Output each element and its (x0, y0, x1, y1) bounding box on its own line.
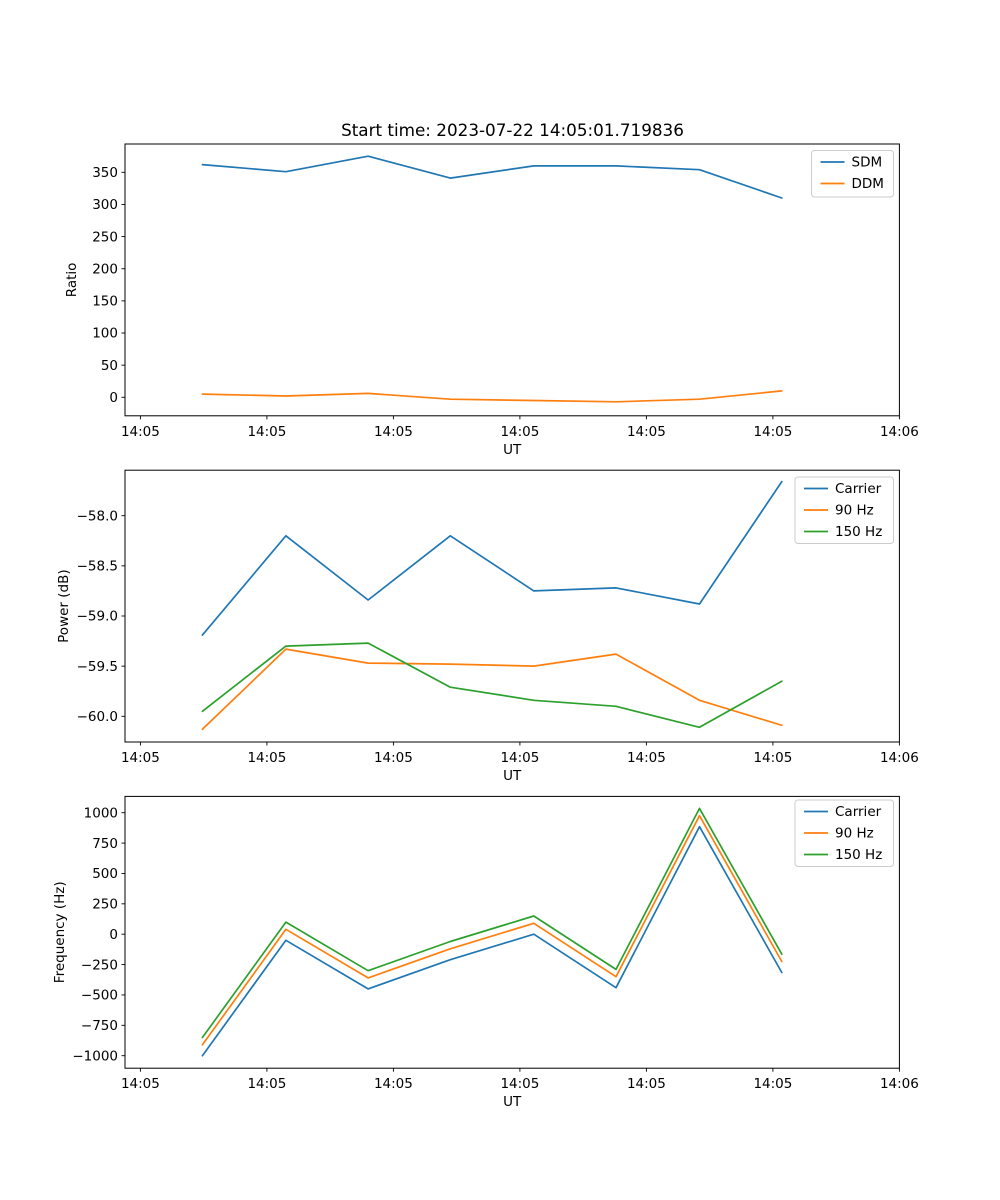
power-yaxis-label: Power (dB) (56, 569, 72, 642)
power-xaxis-label: UT (503, 768, 522, 784)
90-hz-frequency-line (201, 814, 783, 1046)
x-tick-label: 14:05 (374, 750, 413, 766)
frequency-xaxis-label: UT (503, 1094, 522, 1110)
y-tick-label: 0 (109, 927, 118, 943)
150-hz-power-line (201, 642, 783, 729)
legend-label: 150 Hz (835, 847, 882, 863)
x-tick-label: 14:05 (500, 1076, 539, 1092)
y-tick-label: −750 (81, 1018, 118, 1034)
power-legend-box (794, 476, 894, 544)
legend-label: SDM (852, 155, 883, 171)
y-tick-label: 300 (92, 197, 118, 213)
150-hz-frequency-line (201, 807, 783, 1039)
y-tick-label: −60.0 (77, 709, 118, 725)
x-tick-label: 14:05 (627, 750, 666, 766)
ratio-yaxis-label: Ratio (64, 263, 80, 298)
y-tick-label: −500 (81, 988, 118, 1004)
x-tick-label: 14:06 (880, 750, 919, 766)
x-tick-label: 14:06 (880, 1076, 919, 1092)
x-tick-label: 14:05 (374, 1076, 413, 1092)
frequency-subplot: 14:05 14:05 14:05 14:05 14:05 14:05 14:06 1000 7… (52, 795, 919, 1110)
y-tick-label: 500 (92, 866, 118, 882)
frequency-legend-box (794, 799, 894, 867)
x-tick-label: 14:05 (374, 424, 413, 440)
y-tick-label: −1000 (72, 1048, 118, 1064)
ratio-axes-frame (124, 143, 900, 417)
carrier-power-line (201, 480, 783, 636)
x-tick-label: 14:05 (753, 750, 792, 766)
ratio-xaxis-label: UT (503, 442, 522, 458)
frequency-yaxis-label: Frequency (Hz) (52, 881, 68, 983)
x-tick-label: 14:05 (121, 1076, 160, 1092)
x-tick-label: 14:05 (627, 1076, 666, 1092)
x-tick-label: 14:05 (627, 424, 666, 440)
legend-label: Carrier (835, 804, 882, 820)
y-tick-label: −250 (81, 957, 118, 973)
y-tick-label: −58.0 (77, 508, 118, 524)
legend-label: Carrier (835, 481, 882, 497)
y-tick-label: 350 (92, 165, 118, 181)
y-tick-label: −59.0 (77, 609, 118, 625)
sdm-ratio-line (201, 155, 783, 199)
y-tick-label: 1000 (84, 805, 118, 821)
x-tick-label: 14:05 (500, 750, 539, 766)
y-tick-label: 250 (92, 897, 118, 913)
x-tick-label: 14:05 (500, 424, 539, 440)
x-tick-label: 14:05 (247, 424, 286, 440)
ddm-ratio-line (201, 390, 783, 403)
y-tick-label: 200 (92, 261, 118, 277)
x-tick-label: 14:05 (247, 750, 286, 766)
x-tick-label: 14:05 (753, 1076, 792, 1092)
y-tick-label: −59.5 (77, 659, 118, 675)
legend-label: 90 Hz (835, 503, 874, 519)
x-tick-label: 14:05 (121, 424, 160, 440)
x-tick-label: 14:06 (880, 424, 919, 440)
power-subplot: 14:05 14:05 14:05 14:05 14:05 14:05 14:06 −58.0… (56, 469, 919, 784)
90-hz-power-line (201, 648, 783, 731)
y-tick-label: 50 (101, 358, 118, 374)
x-tick-label: 14:05 (753, 424, 792, 440)
legend-label: 90 Hz (835, 826, 874, 842)
y-tick-label: 100 (92, 326, 118, 342)
y-tick-label: −58.5 (77, 559, 118, 575)
ratio-subplot: 14:05 14:05 14:05 14:05 14:05 14:05 14:06 0 50 10… (64, 143, 919, 458)
y-tick-label: 750 (92, 836, 118, 852)
x-tick-label: 14:05 (247, 1076, 286, 1092)
carrier-frequency-line (201, 825, 783, 1057)
x-tick-label: 14:05 (121, 750, 160, 766)
legend-label: 150 Hz (835, 524, 882, 540)
power-axes-frame (124, 469, 900, 743)
y-tick-label: 150 (92, 294, 118, 310)
figure-title: Start time: 2023-07-22 14:05:01.719836 (341, 120, 684, 140)
y-tick-label: 250 (92, 229, 118, 245)
y-tick-label: 0 (109, 390, 118, 406)
frequency-axes-frame (124, 795, 900, 1069)
legend-label: DDM (852, 176, 884, 192)
